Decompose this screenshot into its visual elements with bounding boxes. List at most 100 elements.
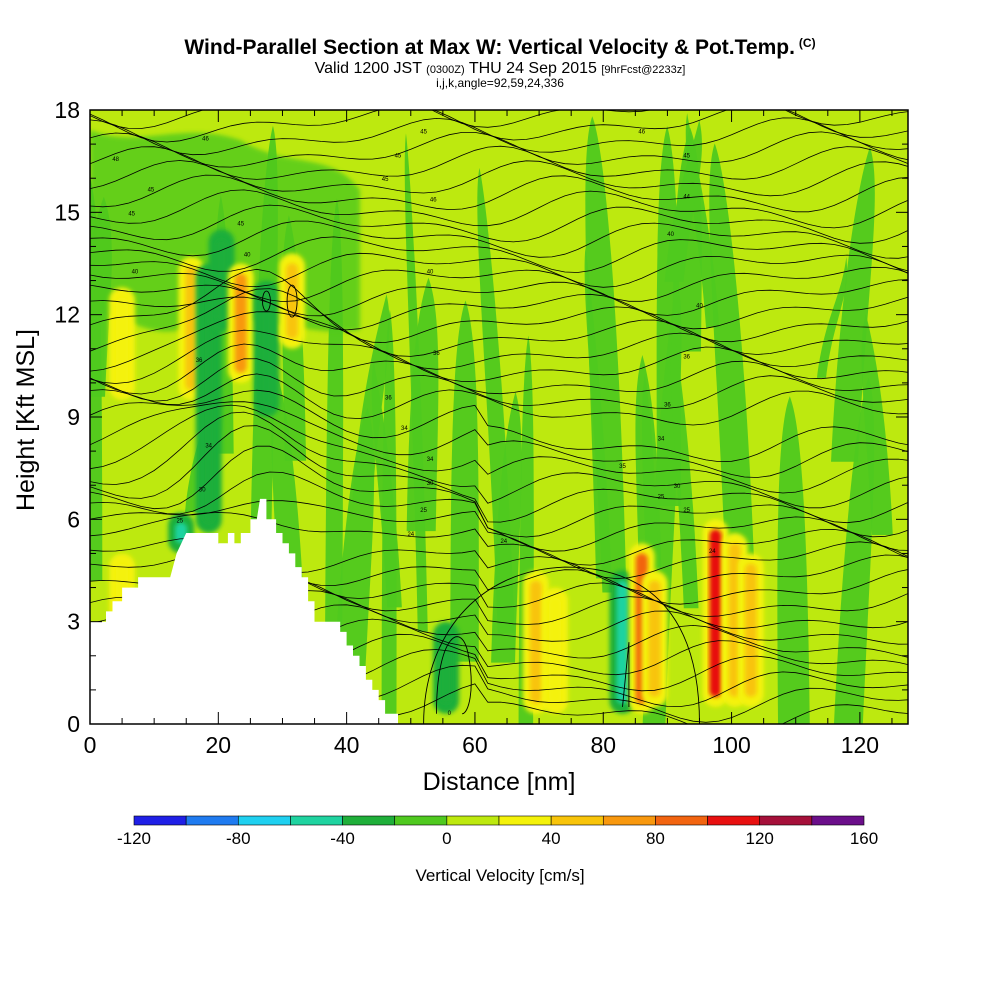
isentrope-line <box>261 290 271 312</box>
isentrope-label: 45 <box>128 211 135 217</box>
isentrope-line <box>90 117 908 156</box>
y-tick-label: 18 <box>54 97 80 123</box>
chart-title-text: Wind-Parallel Section at Max W: Vertical… <box>184 36 795 59</box>
isentrope-label: 30 <box>199 488 206 494</box>
x-tick-label: 120 <box>841 732 879 758</box>
terrain-mask <box>90 498 411 724</box>
isentrope-label: 25 <box>420 508 427 514</box>
colorbar-tick-label: 160 <box>850 829 878 848</box>
colorbar-swatch <box>655 815 708 826</box>
velocity-column <box>234 273 247 373</box>
forecast-info: [9hrFcst@2233z] <box>601 64 686 76</box>
colorbar-swatch <box>446 815 500 826</box>
isentrope-label: 24 <box>500 539 507 545</box>
isentrope-line <box>90 445 908 538</box>
isentrope-label: 40 <box>132 269 139 275</box>
colorbar-tick-label: 0 <box>442 829 451 848</box>
updraft-streak <box>816 256 848 378</box>
isentrope-label: 46 <box>638 129 645 135</box>
isentrope-line <box>90 373 908 426</box>
chart-title-mark: (C) <box>798 36 816 50</box>
colorbar-swatch <box>602 815 656 826</box>
colorbar-swatch <box>290 815 343 826</box>
isentrope-line <box>90 512 908 580</box>
isentrope-label: 34 <box>427 457 434 463</box>
valid-time-utc: (0300Z) <box>426 64 465 76</box>
isentrope-label: 45 <box>395 153 402 159</box>
isentrope-line <box>90 293 908 331</box>
isentrope-line <box>90 329 908 384</box>
isentrope-label: 36 <box>683 355 690 361</box>
isentrope-label: 25 <box>176 518 183 524</box>
isentrope-line <box>90 404 908 494</box>
isentrope-line <box>286 284 298 318</box>
isentrope-label: 24 <box>407 532 414 538</box>
isentrope-label: 36 <box>433 351 440 357</box>
velocity-column <box>549 597 562 704</box>
isentrope-line <box>622 642 630 707</box>
isentrope-line <box>90 145 908 180</box>
isentrope-line <box>90 110 908 129</box>
isentrope-label: 48 <box>112 157 119 163</box>
velocity-column <box>202 273 215 523</box>
x-axis-label: Distance [nm] <box>423 768 576 796</box>
isentrope-line <box>90 220 908 259</box>
isentrope-line <box>90 279 908 317</box>
isentrope-line <box>90 311 908 372</box>
isentrope-line <box>90 288 908 357</box>
velocity-column <box>529 580 542 704</box>
updraft-streak <box>777 396 810 724</box>
y-tick-label: 3 <box>67 609 80 635</box>
terrain-shape <box>90 498 411 724</box>
isentrope-line <box>90 411 908 509</box>
isentrope-label: 46 <box>430 198 437 204</box>
isentrope-line <box>90 174 908 213</box>
updraft-streak <box>861 313 893 535</box>
isentrope-line <box>423 566 700 724</box>
x-tick-label: 80 <box>590 732 616 758</box>
chart-indices: i,j,k,angle=92,59,24,336 <box>436 76 564 90</box>
isentrope-label: 34 <box>205 443 212 449</box>
colorbar-tick-label: -80 <box>226 829 251 848</box>
updraft-streak <box>491 391 522 663</box>
potential-temperature-contours: 46 45 46 48 45 45 45 45 44 45 46 45 40 40 40 40 40 36 36 36… <box>90 110 908 724</box>
x-tick-label: 0 <box>84 732 97 758</box>
x-tick-label: 60 <box>462 732 488 758</box>
isentrope-label: 25 <box>683 508 690 514</box>
colorbar-swatch <box>394 815 448 826</box>
isentrope-line <box>90 268 908 343</box>
isentrope-label: 35 <box>619 464 626 470</box>
updraft-streak <box>831 146 875 462</box>
colorbar-swatch <box>133 815 187 826</box>
colorbar-tick-label: -40 <box>330 829 355 848</box>
isentrope-label: 34 <box>658 436 665 442</box>
colorbar-swatch <box>550 815 604 826</box>
isentrope-label: 34 <box>401 426 408 432</box>
isentrope-label: 46 <box>202 136 209 142</box>
isentrope-line <box>90 131 908 168</box>
isentrope-label: 36 <box>385 396 392 402</box>
isentrope-line <box>90 358 908 409</box>
y-tick-label: 15 <box>54 199 80 225</box>
x-tick-label: 100 <box>712 732 750 758</box>
isentrope-label: 44 <box>683 194 690 200</box>
x-tick-label: 40 <box>334 732 360 758</box>
colorbar-tick-label: 120 <box>746 829 774 848</box>
colorbar-tick-label: -120 <box>117 829 151 848</box>
velocity-column <box>116 297 129 390</box>
updraft-streak <box>641 374 659 584</box>
colorbar-label: Vertical Velocity [cm/s] <box>415 866 584 885</box>
isentrope-line <box>90 189 908 229</box>
velocity-column <box>648 580 661 697</box>
isentrope-label: 0 <box>448 711 452 717</box>
y-tick-label: 12 <box>54 302 80 328</box>
isentrope-line <box>90 425 908 524</box>
colorbar-swatch <box>759 815 813 826</box>
colorbar-swatch <box>811 815 865 826</box>
velocity-column <box>616 580 629 704</box>
colorbar-swatch <box>237 815 291 826</box>
isentrope-label: 45 <box>148 187 155 193</box>
isentrope-label: 30 <box>427 481 434 487</box>
velocity-column <box>728 542 741 697</box>
colorbar-swatch <box>498 815 552 826</box>
